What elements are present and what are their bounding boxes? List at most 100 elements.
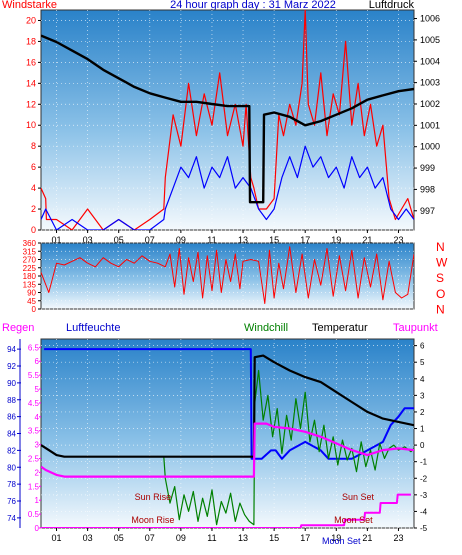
direction-tick-label: 90	[27, 289, 36, 298]
taupunkt-label: Taupunkt	[393, 322, 438, 334]
luftdruck-tick-label: 998	[420, 184, 435, 194]
temperature-tick-label: 1	[420, 425, 425, 434]
regen-tick-label: 1	[35, 496, 40, 505]
luftfeuchte-tick-label: 88	[7, 396, 16, 405]
wind-direction-series-line	[41, 246, 414, 304]
direction-tick-label: 180	[23, 272, 37, 281]
direction-tick-label: 45	[27, 297, 36, 306]
windstarke-tick-label: 20	[26, 15, 36, 25]
regen-tick-label: 4	[35, 413, 40, 422]
x-tick-label: 13	[238, 235, 248, 245]
temperatur-label: Temperatur	[312, 322, 368, 334]
x-tick-label: 19	[331, 235, 341, 245]
wind-direction-plot-area	[40, 242, 415, 310]
temperature-tick-label: -5	[420, 524, 428, 533]
x-tick-label: 17	[300, 533, 310, 543]
luftdruck-series-line	[41, 34, 414, 204]
temperature-tick-label: 4	[420, 375, 425, 384]
wind-time-axis: 01 03 05 07 09 11 13 15 17 19 21 23	[52, 230, 403, 245]
windstarke-label: Windstarke	[2, 0, 57, 11]
luftfeuchte-tick-label: 84	[7, 430, 16, 439]
windstarke-tick-label: 12	[26, 99, 36, 109]
luftdruck-tick-label: 1000	[420, 142, 440, 152]
windstarke-tick-label: 8	[31, 141, 36, 151]
sun-moon-annotation: Sun Set	[342, 492, 375, 502]
x-tick-label: 11	[207, 533, 216, 543]
x-tick-label: 07	[145, 533, 155, 543]
regen-tick-label: 5.5	[28, 371, 40, 380]
wind-pressure-series	[41, 10, 414, 230]
windstarke-tick-label: 2	[31, 204, 36, 214]
temperature-time-axis: 01 03 05 07 09 11 13 15 17 19 21 23	[52, 528, 403, 543]
direction-tick-label: 225	[23, 264, 37, 273]
temperature-plot-area	[40, 338, 415, 529]
graph-title: 24 hour graph day : 31 Marz 2022	[170, 0, 336, 11]
luftdruck-axis: 997 998 999 1000 1001 1002 1003 1004 1005 1006	[414, 14, 440, 216]
x-tick-label: 05	[114, 235, 124, 245]
x-tick-label: 03	[83, 533, 93, 543]
sun-moon-annotation: Sun Rise	[135, 492, 172, 502]
windstarke-tick-label: 16	[26, 57, 36, 67]
temperature-tick-label: -3	[420, 491, 428, 500]
luftfeuchte-tick-label: 92	[7, 362, 16, 371]
luftdruck-tick-label: 1004	[420, 56, 440, 66]
compass-label: W	[436, 256, 448, 270]
regen-tick-label: 1.5	[28, 482, 40, 491]
temperature-tick-label: 2	[420, 408, 425, 417]
temperature-axis: -5 -4 -3 -2 -1 0 1 2 3 4 5 6	[414, 342, 428, 533]
temperature-tick-label: 0	[420, 441, 425, 450]
luftfeuchte-tick-label: 82	[7, 446, 16, 455]
x-tick-label: 07	[145, 235, 155, 245]
compass-label: S	[436, 271, 444, 285]
regen-tick-label: 5	[35, 385, 40, 394]
direction-tick-label: 315	[23, 247, 37, 256]
x-tick-label: 19	[331, 533, 341, 543]
regen-tick-label: 3	[35, 441, 40, 450]
taupunkt-series-line	[41, 422, 414, 478]
sun-moon-annotations: Sun Rise Moon Rise Sun Set Moon Set	[131, 492, 374, 525]
luftfeuchte-tick-label: 74	[7, 514, 16, 523]
temperature-tick-label: -2	[420, 474, 428, 483]
regen-tick-label: 2.5	[28, 455, 40, 464]
temperature-tick-label: 6	[420, 342, 425, 351]
temperature-tick-label: 3	[420, 391, 425, 400]
windchill-label: Windchill	[244, 322, 288, 334]
x-tick-label: 01	[52, 235, 62, 245]
direction-tick-label: 360	[23, 239, 37, 248]
regen-tick-label: 0.5	[28, 510, 40, 519]
windchill-series-line	[163, 369, 414, 526]
x-tick-label: 03	[83, 235, 93, 245]
windstarke-tick-label: 14	[26, 78, 36, 88]
luftdruck-tick-label: 1006	[420, 14, 440, 24]
regen-tick-label: 2	[35, 468, 40, 477]
x-tick-label: 13	[238, 533, 248, 543]
windstarke-tick-label: 6	[31, 162, 36, 172]
compass-label: N	[436, 302, 445, 316]
wind-direction-series	[41, 246, 414, 304]
x-tick-label: 15	[269, 533, 279, 543]
windstarke-axis: 0 2 4 6 8 10 12 14 16 18 20	[26, 15, 41, 235]
temperatur-series-line	[41, 354, 414, 458]
luftfeuchte-tick-label: 90	[7, 379, 16, 388]
sun-moon-annotation: Moon Set	[334, 515, 373, 525]
regen-series-line	[41, 493, 411, 528]
windstarke-tick-label: 18	[26, 36, 36, 46]
luftfeuchte-tick-label: 80	[7, 463, 16, 472]
x-tick-label: 05	[114, 533, 124, 543]
moon-set-axis-label: Moon Set	[322, 536, 361, 546]
x-tick-label: 09	[176, 533, 186, 543]
luftdruck-tick-label: 999	[420, 163, 435, 173]
luftdruck-tick-label: 1001	[420, 120, 440, 130]
direction-tick-label: 135	[23, 280, 37, 289]
x-tick-label: 11	[207, 235, 216, 245]
luftdruck-tick-label: 1002	[420, 99, 440, 109]
sun-moon-annotation: Moon Rise	[131, 515, 174, 525]
regen-tick-label: 6.5	[28, 343, 40, 352]
x-tick-label: 09	[176, 235, 186, 245]
luftfeuchte-tick-label: 78	[7, 480, 16, 489]
luftdruck-tick-label: 1005	[420, 35, 440, 45]
